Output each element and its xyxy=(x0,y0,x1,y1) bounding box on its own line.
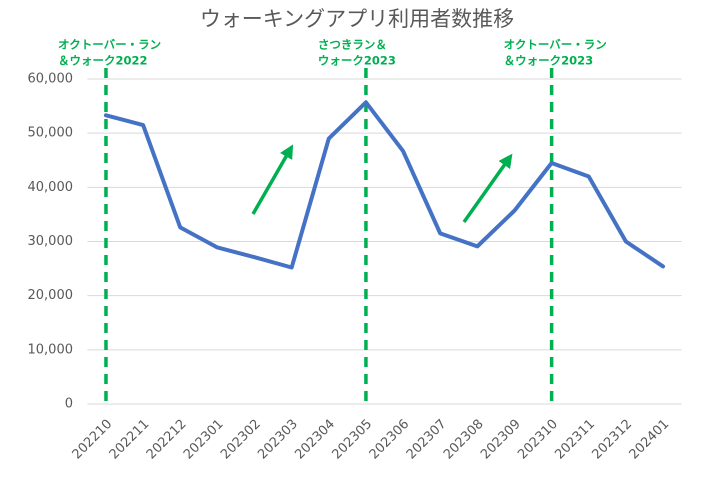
y-tick-label: 60,000 xyxy=(28,72,74,87)
y-tick-label: 10,000 xyxy=(28,342,74,357)
y-tick-label: 20,000 xyxy=(28,288,74,303)
x-tick-label: 202307 xyxy=(404,417,450,463)
event-label: オクトーバー・ラン xyxy=(504,38,607,52)
y-tick-label: 0 xyxy=(65,397,73,412)
x-tick-label: 202210 xyxy=(70,417,116,463)
event-label: ＆ウォーク2023 xyxy=(504,54,594,68)
x-tick-label: 202312 xyxy=(589,417,635,463)
trend-arrow xyxy=(251,144,294,215)
y-tick-label: 30,000 xyxy=(28,234,74,249)
event-label: オクトーバー・ラン xyxy=(58,38,161,52)
data-line xyxy=(103,100,666,270)
trend-arrow xyxy=(462,153,513,224)
x-tick-label: 202308 xyxy=(441,417,487,463)
x-tick-label: 202303 xyxy=(255,417,301,463)
x-tick-label: 202305 xyxy=(330,417,376,463)
x-tick-label: 202401 xyxy=(627,417,673,463)
x-tick-label: 202302 xyxy=(218,417,264,463)
chart-title: ウォーキングアプリ利用者数推移 xyxy=(200,7,514,31)
y-tick-label: 50,000 xyxy=(28,126,74,141)
x-tick-label: 202309 xyxy=(478,417,524,463)
event-label: ウォーク2023 xyxy=(318,54,396,68)
x-tick-label: 202304 xyxy=(292,417,338,463)
y-tick-label: 40,000 xyxy=(28,180,74,195)
x-tick-label: 202212 xyxy=(144,417,190,463)
x-tick-label: 202310 xyxy=(515,417,561,463)
event-label: さつきラン＆ xyxy=(318,38,387,52)
event-label: ＆ウォーク2022 xyxy=(58,54,148,68)
x-tick-label: 202301 xyxy=(181,417,227,463)
x-tick-label: 202211 xyxy=(107,417,153,463)
x-tick-label: 202311 xyxy=(552,417,598,463)
x-tick-label: 202306 xyxy=(367,417,413,463)
